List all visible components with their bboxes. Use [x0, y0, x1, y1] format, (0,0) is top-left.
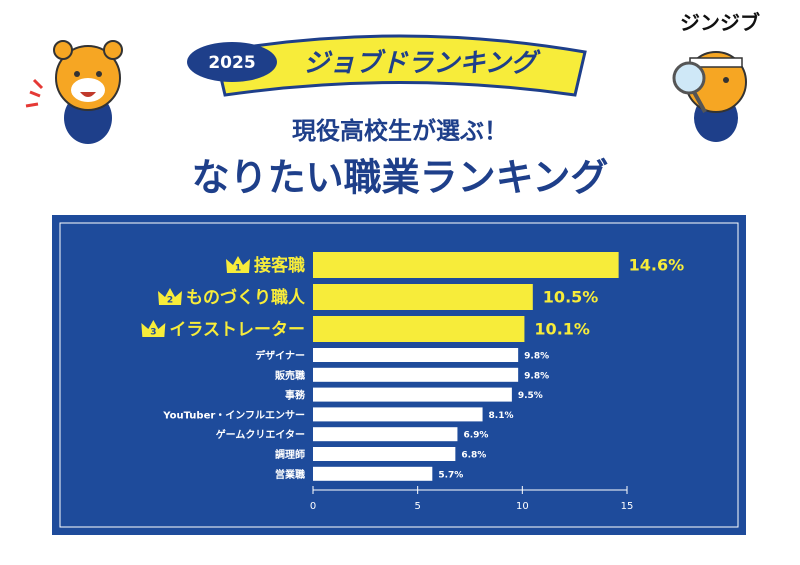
banner-title: ジョブドランキング — [303, 49, 541, 79]
value-label: 9.8% — [524, 371, 549, 381]
subtitle: 現役高校生が選ぶ！ — [292, 117, 508, 145]
value-label: 10.5% — [543, 288, 599, 307]
plot: 0 5 10 15 14.6% 接客職 1 10.5% ものづくり職人 2 10.1% イラストレータ… — [141, 252, 684, 512]
category-label: 接客職 — [254, 255, 305, 276]
bar — [313, 466, 433, 481]
brand: ジンジブ — [680, 11, 760, 35]
x-tick-label: 10 — [516, 501, 529, 512]
bar — [313, 427, 458, 442]
panel-border — [59, 222, 739, 528]
bar — [313, 316, 525, 342]
crown-icon — [226, 256, 250, 273]
value-label: 6.8% — [461, 451, 486, 461]
value-label: 10.1% — [534, 320, 590, 339]
bar — [313, 348, 519, 362]
bar — [313, 367, 519, 382]
tiger-left — [25, 40, 123, 144]
category-label: デザイナー — [255, 349, 305, 362]
value-label: 6.9% — [463, 431, 488, 441]
category-label: YouTuber・インフルエンサー — [162, 409, 305, 421]
chart-title: なりたい職業ランキング — [192, 156, 609, 200]
category-label: 営業職 — [275, 468, 305, 481]
banner-year: 2025 — [208, 53, 255, 73]
crown-icon — [158, 288, 182, 305]
value-label: 14.6% — [629, 256, 685, 275]
value-label: 5.7% — [438, 470, 463, 480]
x-tick-label: 5 — [414, 501, 420, 512]
bar — [313, 252, 619, 278]
value-label: 9.5% — [518, 391, 543, 401]
category-label: イラストレーター — [169, 320, 305, 340]
category-label: ものづくり職人 — [186, 287, 306, 308]
bar — [313, 284, 533, 310]
bar — [313, 407, 483, 422]
category-label: 調理師 — [275, 448, 305, 461]
x-tick-label: 0 — [310, 501, 316, 512]
rank-number: 1 — [235, 264, 241, 274]
rank-number: 3 — [150, 328, 156, 338]
rank-number: 2 — [167, 296, 173, 306]
category-label: 事務 — [285, 389, 306, 402]
bar — [313, 387, 512, 402]
x-tick-label: 15 — [621, 501, 634, 512]
value-label: 8.1% — [489, 411, 514, 421]
tiger-right — [672, 51, 747, 142]
category-label: ゲームクリエイター — [216, 428, 305, 441]
value-label: 9.8% — [524, 352, 549, 362]
banner: 2025 ジョブドランキング — [187, 34, 587, 97]
category-label: 販売職 — [275, 369, 305, 382]
crown-icon — [141, 320, 166, 337]
bar — [313, 447, 456, 461]
